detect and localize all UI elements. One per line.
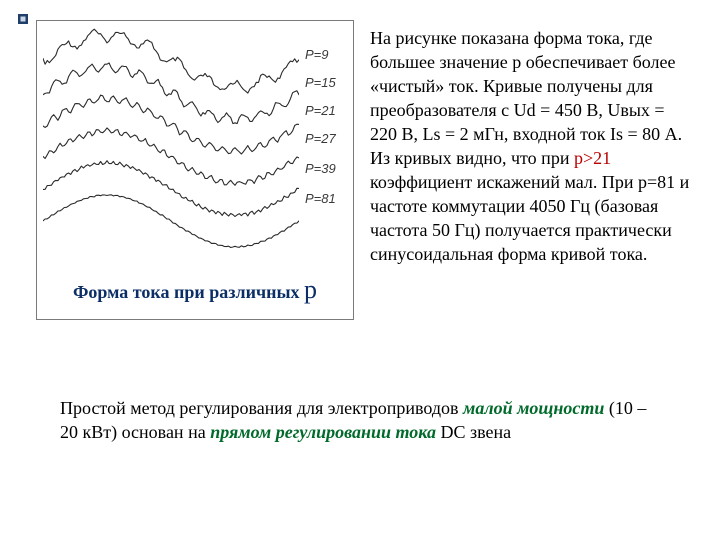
slide-bullet bbox=[18, 14, 28, 24]
series-label: P=27 bbox=[305, 131, 336, 146]
series-label: P=39 bbox=[305, 161, 336, 176]
chart-area bbox=[43, 27, 299, 267]
waveform-series bbox=[43, 161, 299, 217]
figure-box: P=9 P=15 P=21 P=27 P=39 P=81 Форма тока … bbox=[36, 20, 354, 320]
text: коэффициент искажений мал. При p=81 и ча… bbox=[370, 172, 689, 264]
text: На рисунке показана форма тока, где боль… bbox=[370, 28, 682, 168]
waveform-series bbox=[43, 95, 299, 154]
series-label: P=81 bbox=[305, 191, 336, 206]
text: Простой метод регулирования для электроп… bbox=[60, 398, 463, 418]
highlight-p-gt-21: p>21 bbox=[574, 148, 611, 168]
series-label: P=15 bbox=[305, 75, 336, 90]
waveform-series bbox=[43, 63, 299, 124]
emphasis-direct-current-control: прямом регулировании тока bbox=[210, 422, 436, 442]
caption-text: Форма тока при различных bbox=[73, 282, 304, 302]
waveform-series bbox=[43, 29, 299, 93]
description-paragraph: На рисунке показана форма тока, где боль… bbox=[370, 26, 696, 266]
series-label: P=21 bbox=[305, 103, 336, 118]
caption-variable: p bbox=[304, 275, 317, 304]
bottom-paragraph: Простой метод регулирования для электроп… bbox=[60, 396, 660, 444]
series-label: P=9 bbox=[305, 47, 329, 62]
text: DC звена bbox=[436, 422, 511, 442]
emphasis-low-power: малой мощности bbox=[463, 398, 604, 418]
waveform-series bbox=[43, 128, 299, 185]
waveform-chart bbox=[43, 27, 299, 267]
figure-caption: Форма тока при различных p bbox=[37, 275, 353, 305]
waveform-series bbox=[43, 195, 299, 248]
